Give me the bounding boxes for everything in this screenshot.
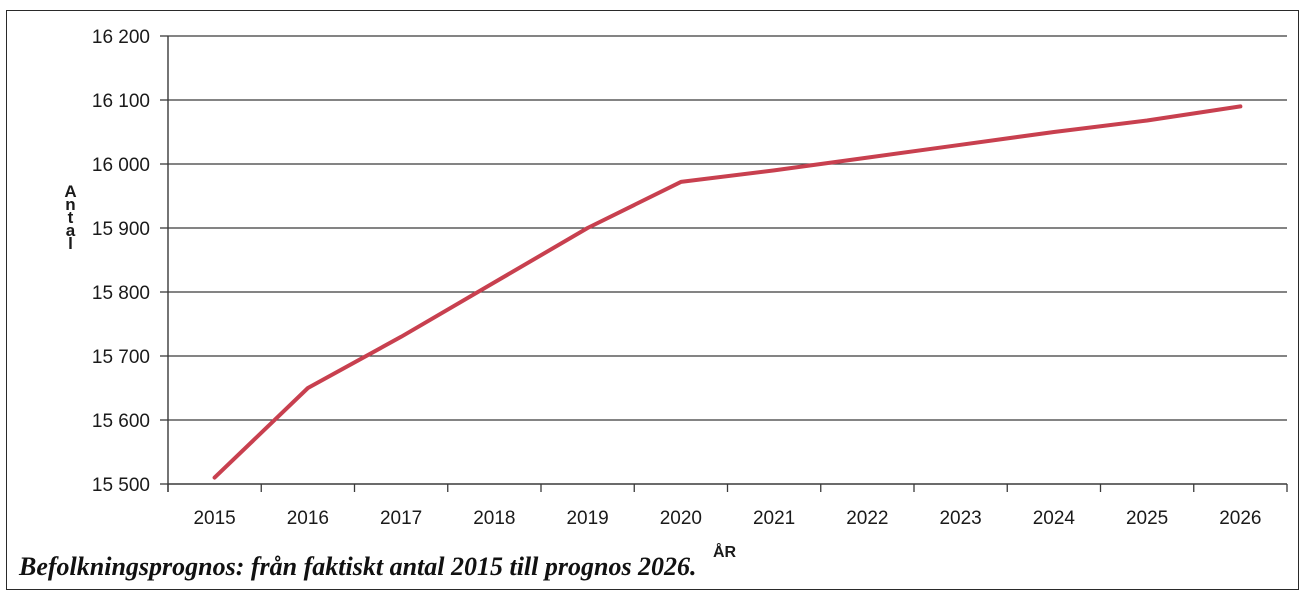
y-tick-label: 15 500 (92, 475, 150, 496)
x-axis-label: ÅR (713, 544, 737, 561)
y-tick-labels: 15 500 15 600 15 700 15 800 15 900 16 000 16 1… (92, 27, 150, 496)
x-tick-label: 2018 (473, 508, 515, 529)
x-tick-label: 2017 (380, 508, 422, 529)
y-tick-label: 16 000 (92, 155, 150, 176)
axes (160, 35, 1288, 492)
x-tick-labels: 2015 2016 2017 2018 2019 2020 2021 2022 2023 2024… (193, 508, 1261, 529)
y-tick-label: 15 700 (92, 347, 150, 368)
series-lines (212, 104, 1243, 480)
x-tick-label: 2019 (566, 508, 608, 529)
x-tick-label: 2022 (846, 508, 888, 529)
y-tick-label: 16 200 (92, 27, 150, 48)
x-tick-label: 2020 (660, 508, 702, 529)
y-tick-label: 15 900 (92, 219, 150, 240)
x-tick-label: 2026 (1219, 508, 1261, 529)
y-tick-label: 15 600 (92, 411, 150, 432)
series-line (212, 104, 1243, 480)
x-tick-label: 2015 (193, 508, 235, 529)
x-tick-label: 2025 (1126, 508, 1168, 529)
x-tick-label: 2016 (287, 508, 329, 529)
y-axis-label: Antal (61, 182, 80, 247)
chart-frame (6, 10, 1299, 590)
y-tick-label: 16 100 (92, 91, 150, 112)
y-tick-label: 15 800 (92, 283, 150, 304)
x-tick-label: 2023 (939, 508, 981, 529)
chart-caption: Befolkningsprognos: från faktiskt antal … (19, 552, 697, 581)
x-tick-label: 2021 (753, 508, 795, 529)
x-tick-label: 2024 (1033, 508, 1076, 529)
gridlines (168, 35, 1287, 421)
